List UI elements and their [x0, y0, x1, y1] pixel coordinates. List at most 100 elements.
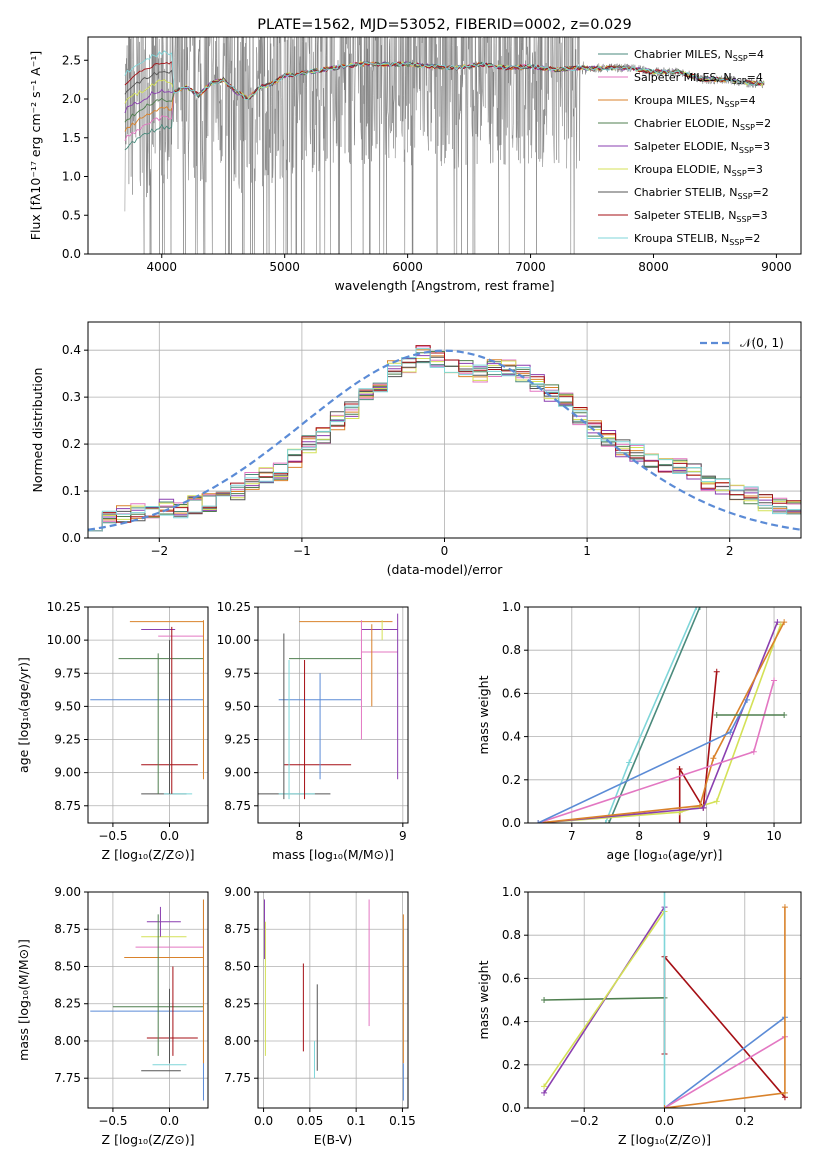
x-axis-label: age [log₁₀(age/yr)] [607, 847, 723, 862]
y-tick-label: 0.4 [502, 730, 521, 744]
axes-frame [87, 891, 209, 1109]
x-axis-label: Z [log₁₀(Z/Z⊙)] [618, 1132, 711, 1147]
data-point [541, 997, 548, 1003]
y-tick-label: 7.75 [224, 1071, 251, 1085]
histogram-kroupa-stelib [88, 348, 801, 532]
chart-title: PLATE=1562, MJD=53052, FIBERID=0002, z=0… [257, 17, 631, 33]
y-tick-label: 9.00 [54, 885, 81, 899]
y-axis-label: age [log₁₀(age/yr)] [16, 657, 31, 773]
panel-2: −2 −1 0 1 2 0.0 0.1 0.2 0.3 0.4 (data-model)/error… [30, 321, 802, 577]
x-axis-label: E(B-V) [314, 1132, 353, 1147]
data-point [605, 820, 612, 823]
plot-area [124, 37, 765, 254]
data-point [781, 712, 788, 718]
plot-area [258, 892, 408, 1108]
y-tick-label: 8.00 [54, 1034, 81, 1048]
cumulative-line [543, 910, 666, 1087]
cumulative-line [538, 624, 782, 823]
x-tick-label: 0.0 [254, 1114, 273, 1128]
data-point [771, 677, 778, 684]
y-tick-label: 8.25 [54, 997, 81, 1011]
data-point [727, 729, 734, 736]
data-point [696, 607, 703, 610]
legend-entry: Salpeter MILES, NSSP=4 [634, 71, 763, 86]
x-tick-label: 10 [766, 829, 781, 843]
x-axis-label: mass [log₁₀(M/M⊙)] [272, 847, 394, 862]
legend-entry: Kroupa MILES, NSSP=4 [634, 94, 756, 109]
y-axis-label: mass weight [476, 675, 491, 754]
panel-5: 7 8 9 10 0.0 0.2 0.4 0.6 0.8 1.0 age [log₁₀(age/yr… [476, 600, 802, 862]
data-point [696, 802, 703, 809]
data-point [710, 755, 717, 762]
y-tick-label: 8.25 [224, 997, 251, 1011]
y-tick-label: 0.8 [502, 928, 521, 942]
y-tick-label: 8.50 [54, 959, 81, 973]
y-tick-label: 0.0 [502, 816, 521, 830]
x-tick-label: −0.5 [98, 829, 127, 843]
data-point [676, 766, 683, 772]
data-point [781, 1089, 788, 1096]
y-axis-label: mass weight [476, 960, 491, 1039]
legend-entry: Kroupa ELODIE, NSSP=3 [634, 163, 763, 178]
x-tick-label: 4000 [146, 260, 177, 274]
axes-frame [87, 606, 209, 824]
y-tick-label: 9.75 [224, 666, 251, 680]
plot-area [528, 607, 801, 823]
plot-area [88, 892, 208, 1108]
data-point [535, 820, 542, 823]
data-point [626, 759, 633, 766]
y-tick-label: 0.1 [62, 484, 81, 498]
cumulative-line [664, 907, 786, 1108]
data-point [713, 712, 720, 718]
x-tick-label: 9000 [761, 260, 792, 274]
legend-entry: Salpeter STELIB, NSSP=3 [634, 209, 768, 224]
y-tick-label: 2.0 [62, 92, 81, 106]
histogram-salpeter-stelib [88, 345, 801, 532]
x-tick-label: 9 [703, 829, 711, 843]
y-tick-label: 0.0 [62, 247, 81, 261]
y-tick-label: 0.2 [502, 773, 521, 787]
x-tick-label: −0.2 [570, 1114, 599, 1128]
cumulative-line [663, 954, 786, 1098]
y-tick-label: 10.25 [47, 600, 81, 614]
cumulative-line [664, 1016, 786, 1108]
data-point [713, 668, 720, 675]
plot-area [528, 892, 801, 1108]
x-axis-label: Z [log₁₀(Z/Z⊙)] [102, 847, 195, 862]
plot-area [88, 322, 801, 538]
legend-entry: Kroupa STELIB, NSSP=2 [634, 232, 760, 247]
legend-entry: Chabrier MILES, NSSP=4 [634, 48, 764, 63]
y-tick-label: 0.6 [502, 971, 521, 985]
data-point [661, 1105, 668, 1108]
data-point [750, 748, 757, 755]
axes-frame [527, 606, 802, 824]
histogram-chabrier-stelib [88, 356, 801, 532]
x-tick-label: −2 [150, 544, 168, 558]
panel-7: 0.0 0.05 0.1 0.15 7.75 8.00 8.25 8.50 8.75 9.00 E(… [224, 885, 416, 1147]
y-tick-label: 10.00 [217, 633, 251, 647]
legend-entry: Salpeter ELODIE, NSSP=3 [634, 140, 770, 155]
y-tick-label: 10.00 [47, 633, 81, 647]
x-tick-label: 0.2 [735, 1114, 754, 1128]
axes-frame [257, 606, 409, 824]
data-point [676, 820, 683, 823]
legend: Chabrier MILES, NSSP=4 Salpeter MILES, NS… [598, 48, 771, 247]
x-tick-label: 5000 [269, 260, 300, 274]
data-point [744, 696, 751, 703]
y-tick-label: 2.5 [62, 53, 81, 67]
x-tick-label: 1 [583, 544, 591, 558]
y-tick-label: 8.75 [54, 799, 81, 813]
data-point [602, 820, 609, 823]
x-tick-label: 0.0 [160, 1114, 179, 1128]
data-point [774, 619, 781, 626]
y-tick-label: 0.8 [502, 643, 521, 657]
data-point [541, 1089, 548, 1096]
y-axis-label: Flux [fλ10⁻¹⁷ erg cm⁻² s⁻¹ A⁻¹] [28, 51, 43, 240]
y-tick-label: 0.5 [62, 208, 81, 222]
x-tick-label: 8000 [638, 260, 669, 274]
x-tick-label: 0.15 [389, 1114, 416, 1128]
axes-frame [87, 36, 802, 255]
x-tick-label: 9 [399, 829, 407, 843]
y-tick-label: 8.00 [224, 1034, 251, 1048]
data-point [661, 892, 668, 895]
